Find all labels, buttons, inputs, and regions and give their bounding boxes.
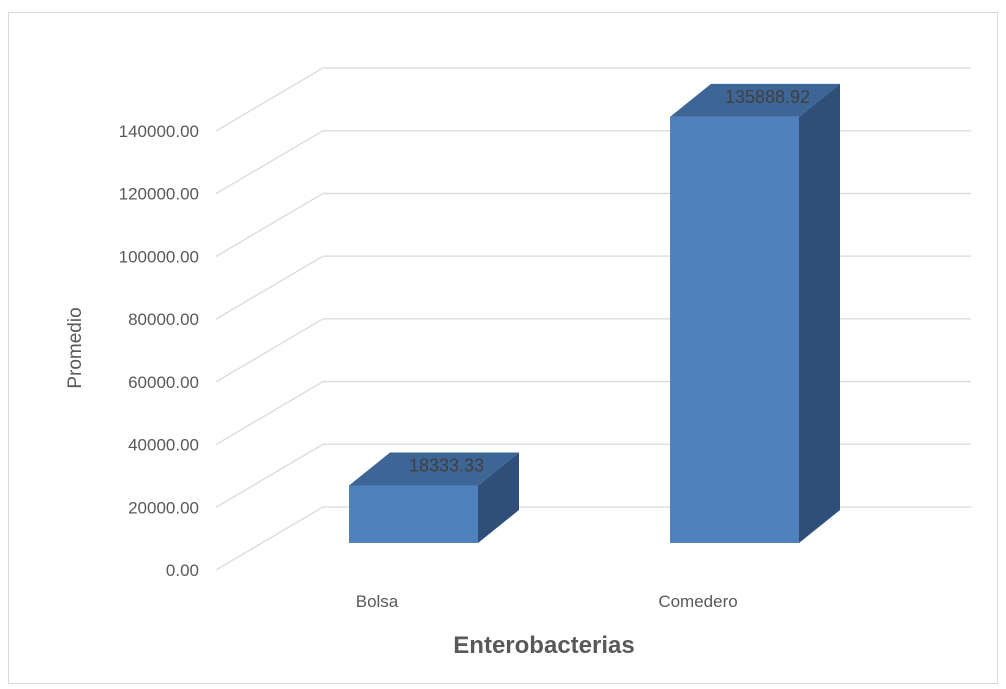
data-labels: 18333.33 135888.92 [409, 87, 810, 476]
bar-bolsa [349, 452, 519, 543]
chart-svg: 0.00 20000.00 40000.00 60000.00 80000.00 1000… [65, 67, 971, 659]
bar-front [349, 485, 478, 543]
chart-area: 0.00 20000.00 40000.00 60000.00 80000.00 1000… [8, 12, 998, 684]
y-axis-title: Promedio [65, 307, 86, 388]
bars [349, 83, 840, 543]
y-tick-label: 0.00 [166, 561, 199, 580]
x-tick-label: Bolsa [356, 592, 399, 611]
x-axis-categories: Bolsa Comedero [356, 592, 738, 611]
gridline [215, 443, 971, 508]
data-label: 18333.33 [409, 456, 484, 476]
y-tick-label: 20000.00 [128, 498, 199, 517]
bar-top [670, 83, 840, 117]
y-tick-label: 40000.00 [128, 436, 199, 455]
bar-side [799, 83, 840, 543]
gridline [215, 506, 971, 571]
y-tick-label: 120000.00 [119, 185, 199, 204]
gridline [215, 255, 971, 320]
gridlines [215, 67, 971, 571]
bar-side [478, 452, 519, 543]
gridline [215, 318, 971, 383]
bar-front [670, 116, 799, 543]
y-tick-label: 80000.00 [128, 310, 199, 329]
gridline [215, 67, 971, 132]
gridline [215, 380, 971, 446]
data-label: 135888.92 [725, 87, 810, 107]
y-tick-label: 140000.00 [119, 122, 199, 141]
x-tick-label: Comedero [658, 592, 737, 611]
y-tick-label: 100000.00 [119, 247, 199, 266]
gridline [215, 192, 971, 257]
x-axis-title: Enterobacterias [453, 632, 634, 659]
y-tick-label: 60000.00 [128, 373, 199, 392]
bar-top [349, 452, 519, 486]
gridline [215, 130, 971, 195]
bar-comedero [670, 83, 840, 543]
y-axis-ticks: 0.00 20000.00 40000.00 60000.00 80000.00 1000… [119, 122, 199, 580]
